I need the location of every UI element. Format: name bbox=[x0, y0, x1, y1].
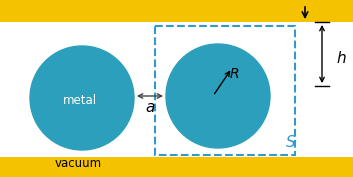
Bar bbox=[0, 157, 353, 177]
Bar bbox=[0, 0, 353, 22]
Text: vacuum: vacuum bbox=[54, 157, 102, 170]
Text: $h$: $h$ bbox=[336, 50, 347, 66]
Text: metal: metal bbox=[63, 93, 97, 107]
Text: $S$: $S$ bbox=[285, 134, 296, 150]
Text: $R$: $R$ bbox=[229, 67, 239, 81]
Circle shape bbox=[30, 46, 134, 150]
Circle shape bbox=[166, 44, 270, 148]
Text: $a$: $a$ bbox=[145, 101, 155, 116]
Bar bbox=[155, 26, 295, 155]
